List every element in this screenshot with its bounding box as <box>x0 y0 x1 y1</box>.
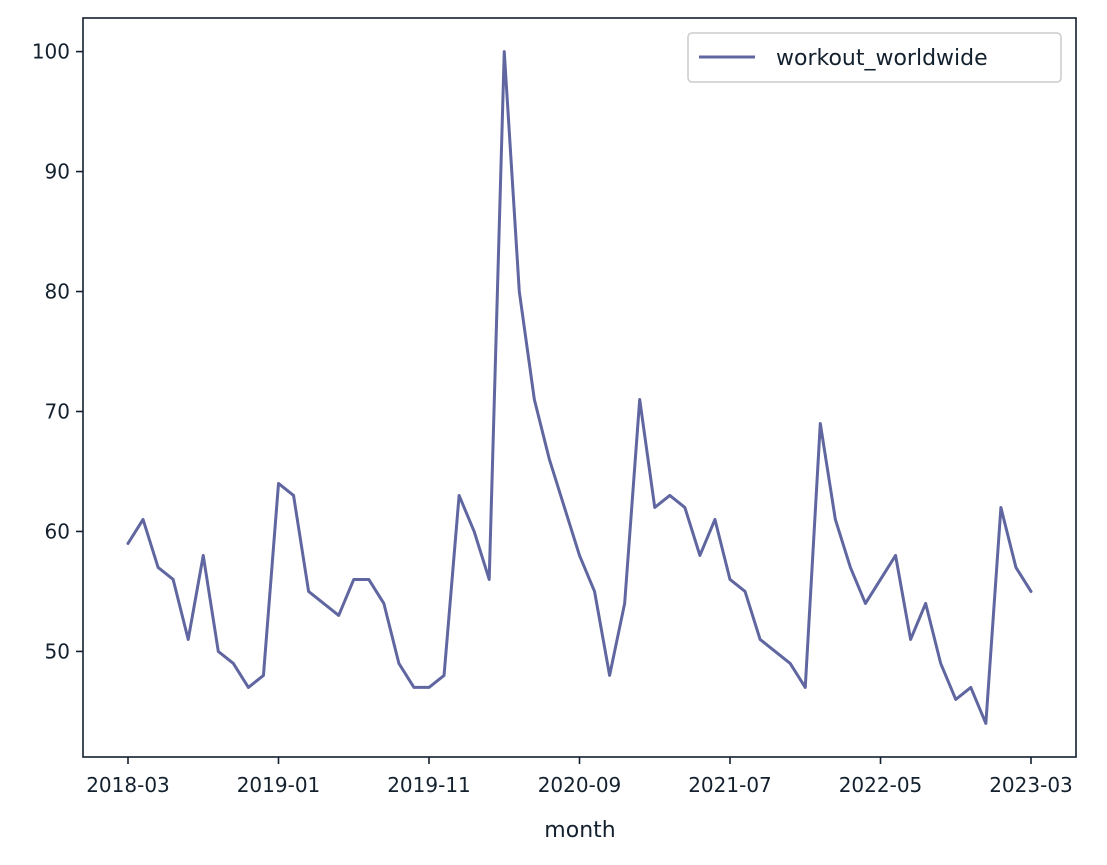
legend-label: workout_worldwide <box>776 46 988 71</box>
x-tick-label: 2019-11 <box>387 773 471 797</box>
legend-box <box>687 32 1062 83</box>
x-tick-label: 2020-09 <box>538 773 622 797</box>
y-tick-label: 90 <box>45 160 70 184</box>
x-tick-label: 2018-03 <box>86 773 170 797</box>
x-tick-label: 2022-05 <box>839 773 923 797</box>
legend: workout_worldwide <box>687 32 1062 83</box>
y-tick-label: 80 <box>45 280 70 304</box>
y-tick-label: 100 <box>32 40 70 64</box>
x-tick-label: 2019-01 <box>237 773 321 797</box>
x-tick-label: 2023-03 <box>989 773 1073 797</box>
plot-area <box>82 17 1077 758</box>
y-axis: 50 60 70 80 90 100 <box>32 40 83 663</box>
series-line-workout-worldwide <box>126 50 1033 725</box>
y-tick-label: 60 <box>45 519 70 543</box>
x-axis-title: month <box>544 818 615 843</box>
x-axis: 2018-03 2019-01 2019-11 2020-09 2021-07 2022-… <box>86 757 1073 797</box>
y-tick-label: 70 <box>45 399 70 423</box>
x-tick-label: 2021-07 <box>688 773 772 797</box>
y-tick-label: 50 <box>45 639 70 663</box>
